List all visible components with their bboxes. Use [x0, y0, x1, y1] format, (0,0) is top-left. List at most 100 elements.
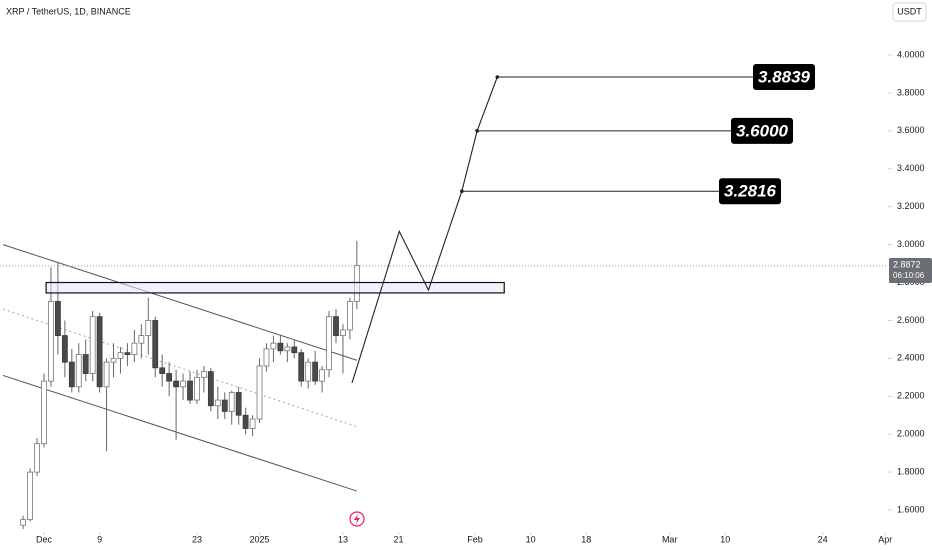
candle [152, 316, 159, 378]
candle [131, 329, 138, 363]
candle [187, 371, 193, 404]
projection-path [351, 76, 498, 384]
candle [256, 358, 263, 423]
y-tick-label: 3.2000 [897, 201, 925, 211]
candle-body [235, 392, 242, 416]
candle [319, 365, 325, 393]
candle-body [270, 342, 277, 350]
x-tick-label: Dec [36, 534, 53, 544]
y-tick-label: 2.0000 [897, 429, 925, 439]
target-label: 3.6000 [736, 121, 789, 140]
candle [96, 312, 103, 393]
candle [82, 339, 89, 382]
candle [305, 358, 312, 389]
candle-body [117, 352, 124, 359]
channel-line [2, 374, 358, 492]
y-tick-label: 1.6000 [897, 504, 925, 514]
candle [263, 343, 270, 372]
candle [89, 310, 96, 382]
last-price-label: 2.8872 [893, 259, 921, 269]
candle-body [242, 414, 249, 429]
last-price-box [889, 257, 932, 283]
candle-body [138, 335, 145, 344]
candle-body [333, 316, 339, 337]
candle [326, 310, 332, 378]
y-tick-label: 2.2000 [897, 391, 925, 401]
candle-body [201, 371, 207, 378]
candle-body [173, 380, 179, 388]
candle-body [180, 380, 186, 388]
candle [124, 343, 131, 366]
x-tick-label: 2025 [250, 534, 270, 544]
candle [207, 367, 214, 412]
candle-body [305, 361, 312, 382]
candle [117, 346, 124, 374]
candle [277, 335, 284, 355]
candle-body [20, 519, 27, 526]
channel-line [2, 244, 358, 361]
candle [20, 515, 27, 529]
candle [27, 468, 34, 522]
candle-body [55, 301, 61, 337]
channel-line [2, 308, 358, 428]
candle-body [291, 346, 298, 354]
candle [180, 373, 186, 401]
y-tick-label: 3.0000 [897, 239, 925, 249]
y-tick-label: 3.6000 [897, 125, 925, 135]
candle-body [187, 380, 193, 401]
candle [61, 320, 68, 378]
resistance-zone [45, 281, 505, 294]
x-tick-label: 13 [338, 534, 348, 544]
x-tick-label: 23 [192, 534, 202, 544]
target-box [731, 117, 793, 144]
candle [312, 350, 319, 385]
candle [145, 297, 152, 355]
candle [34, 437, 40, 476]
target-box [719, 178, 781, 205]
candle-body [194, 376, 200, 401]
candle-body [319, 369, 325, 382]
candle [159, 354, 166, 387]
candle-body [249, 418, 256, 429]
y-tick-label: 2.4000 [897, 353, 925, 363]
currency-box[interactable] [892, 2, 927, 22]
candle-body [263, 348, 270, 367]
candle-body [284, 346, 291, 352]
candle-body [96, 316, 103, 388]
candle [291, 339, 298, 359]
candle [249, 415, 256, 437]
y-tick-label: 3.8000 [897, 87, 925, 97]
y-tick-label: 2.6000 [897, 315, 925, 325]
candle [340, 324, 346, 374]
candle [347, 297, 353, 340]
x-tick-label: Apr [878, 534, 892, 544]
x-tick-label: Mar [662, 534, 678, 544]
candle-body [207, 371, 214, 407]
candle-body [298, 352, 305, 382]
target-box [753, 63, 815, 90]
candle-body [27, 471, 34, 520]
target-label: 3.2816 [724, 182, 777, 201]
x-tick-label: 21 [394, 534, 404, 544]
candle-body [277, 342, 284, 352]
candle-body [75, 354, 82, 388]
candle-body [228, 392, 235, 412]
candle [68, 348, 75, 393]
x-tick-label: 24 [818, 534, 828, 544]
candle [221, 392, 228, 420]
countdown: 06:10:06 [893, 271, 925, 280]
candle [270, 335, 277, 363]
candle [75, 343, 82, 393]
candle-body [61, 335, 68, 363]
candle-body [347, 301, 353, 331]
candle [201, 365, 207, 393]
candle-body [68, 361, 75, 388]
candle [284, 343, 291, 363]
candle [214, 386, 221, 420]
candle-body [166, 373, 173, 382]
candle [242, 407, 249, 435]
candle-body [312, 361, 319, 382]
candle-body [41, 380, 47, 445]
currency[interactable]: USDT [897, 6, 922, 16]
candle-body [340, 329, 346, 337]
